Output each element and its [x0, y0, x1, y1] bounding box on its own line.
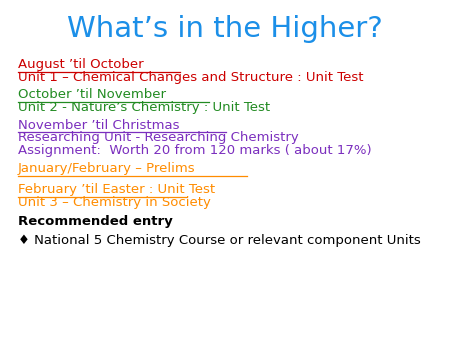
Text: Unit 1 – Chemical Changes and Structure : Unit Test: Unit 1 – Chemical Changes and Structure … — [18, 71, 364, 83]
Text: February ’til Easter: February ’til Easter — [18, 183, 149, 196]
Text: November ’til Christmas: November ’til Christmas — [18, 119, 180, 131]
Text: Assignment:  Worth 20 from 120 marks ( about 17%): Assignment: Worth 20 from 120 marks ( ab… — [18, 144, 372, 157]
Text: August ’til October: August ’til October — [18, 58, 144, 71]
Text: ♦ National 5 Chemistry Course or relevant component Units: ♦ National 5 Chemistry Course or relevan… — [18, 234, 421, 247]
Text: January/February – Prelims: January/February – Prelims — [18, 162, 196, 175]
Text: What’s in the Higher?: What’s in the Higher? — [67, 15, 383, 43]
Text: Unit 3 – Chemistry in Society: Unit 3 – Chemistry in Society — [18, 196, 211, 209]
Text: Unit 2 - Nature’s Chemistry : Unit Test: Unit 2 - Nature’s Chemistry : Unit Test — [18, 101, 270, 114]
Text: Researching Unit - Researching Chemistry: Researching Unit - Researching Chemistry — [18, 131, 299, 144]
Text: February ’til Easter : Unit Test: February ’til Easter : Unit Test — [18, 183, 215, 196]
Text: Recommended entry: Recommended entry — [18, 215, 173, 228]
Text: October ’til November: October ’til November — [18, 88, 166, 101]
